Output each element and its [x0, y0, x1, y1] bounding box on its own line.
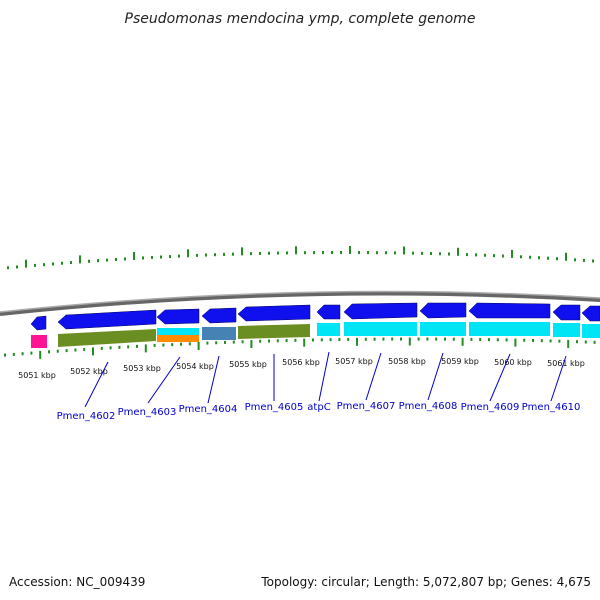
category-block-cyan-tail[interactable] — [582, 324, 600, 338]
leader-line-pmen-4610 — [550, 355, 567, 402]
category-block-steel-4604[interactable] — [202, 327, 236, 340]
cds-arrow-pmen-4604[interactable] — [201, 307, 237, 324]
kbp-label: 5051 kbp — [18, 371, 56, 380]
leader-line-pmen-4607 — [365, 352, 382, 401]
cds-arrow-pmen-4605[interactable] — [237, 304, 311, 322]
category-block-magenta[interactable] — [31, 335, 47, 348]
kbp-label: 5059 kbp — [441, 357, 479, 366]
kbp-label: 5060 kbp — [494, 358, 532, 367]
gene-label-pmen-4608[interactable]: Pmen_4608 — [399, 401, 458, 412]
gene-label-pmen-4604[interactable]: Pmen_4604 — [179, 404, 238, 415]
cds-arrow-pmen-4603[interactable] — [156, 308, 200, 325]
category-block-cyan-4610[interactable] — [553, 323, 580, 337]
category-block-olive-4605[interactable] — [238, 324, 310, 339]
category-block-cyan-4607[interactable] — [344, 322, 417, 336]
cds-arrow-5051a[interactable] — [30, 315, 47, 331]
gene-label-atpc[interactable]: atpC — [307, 402, 330, 413]
gene-leader-lines — [84, 351, 567, 408]
cds-arrow-pmen-4610[interactable] — [552, 304, 581, 321]
category-block-cyan-4603[interactable] — [157, 328, 199, 335]
kbp-label: 5058 kbp — [388, 357, 426, 366]
leader-line-atpc — [318, 351, 330, 402]
kbp-label: 5057 kbp — [335, 357, 373, 366]
category-block-orange-4603[interactable] — [157, 335, 199, 342]
map-title: Pseudomonas mendocina ymp, complete geno… — [125, 11, 476, 27]
category-track — [31, 322, 600, 348]
category-block-olive-4602[interactable] — [58, 329, 156, 347]
accession-text: Accession: NC_009439 — [9, 575, 145, 589]
kbp-label: 5061 kbp — [547, 359, 585, 368]
leader-line-pmen-4609 — [489, 353, 511, 402]
leader-line-pmen-4602 — [84, 361, 109, 408]
inner-tick-track — [4, 337, 596, 359]
cds-arrow-pmen-4608[interactable] — [419, 302, 467, 319]
leader-line-pmen-4603 — [147, 356, 181, 404]
kbp-label: 5052 kbp — [70, 367, 108, 376]
gene-label-pmen-4605[interactable]: Pmen_4605 — [245, 402, 304, 413]
gene-label-pmen-4607[interactable]: Pmen_4607 — [337, 401, 396, 412]
kbp-label: 5055 kbp — [229, 360, 267, 369]
gene-label-pmen-4602[interactable]: Pmen_4602 — [57, 411, 116, 422]
gene-label-pmen-4610[interactable]: Pmen_4610 — [522, 402, 581, 413]
gene-label-pmen-4603[interactable]: Pmen_4603 — [118, 407, 177, 418]
leader-line-pmen-4608 — [427, 352, 444, 401]
genome-summary-text: Topology: circular; Length: 5,072,807 bp… — [260, 575, 591, 589]
kbp-label: 5056 kbp — [282, 358, 320, 367]
genome-backbone — [0, 291, 600, 316]
gene-label-pmen-4609[interactable]: Pmen_4609 — [461, 402, 520, 413]
cds-arrow-pmen-4607[interactable] — [343, 302, 418, 320]
category-block-cyan-4609[interactable] — [469, 322, 550, 336]
leader-line-pmen-4604 — [207, 355, 220, 404]
kbp-scale: 5051 kbp 5052 kbp 5053 kbp 5054 kbp 5055… — [18, 357, 585, 380]
outer-tick-track — [7, 246, 594, 270]
genome-backbone-highlight — [0, 290, 600, 313]
kbp-label: 5054 kbp — [176, 362, 214, 371]
cds-track — [30, 302, 600, 331]
cds-arrow-pmen-4609[interactable] — [468, 302, 551, 319]
kbp-label: 5053 kbp — [123, 364, 161, 373]
cds-arrow-5061b[interactable] — [581, 305, 600, 322]
category-block-cyan-atpc[interactable] — [317, 323, 340, 336]
gene-labels: Pmen_4602 Pmen_4603 Pmen_4604 Pmen_4605 … — [57, 401, 581, 422]
cds-arrow-pmen-4602[interactable] — [57, 309, 157, 330]
cds-arrow-atpc[interactable] — [316, 304, 341, 320]
category-block-cyan-4608[interactable] — [420, 322, 466, 336]
